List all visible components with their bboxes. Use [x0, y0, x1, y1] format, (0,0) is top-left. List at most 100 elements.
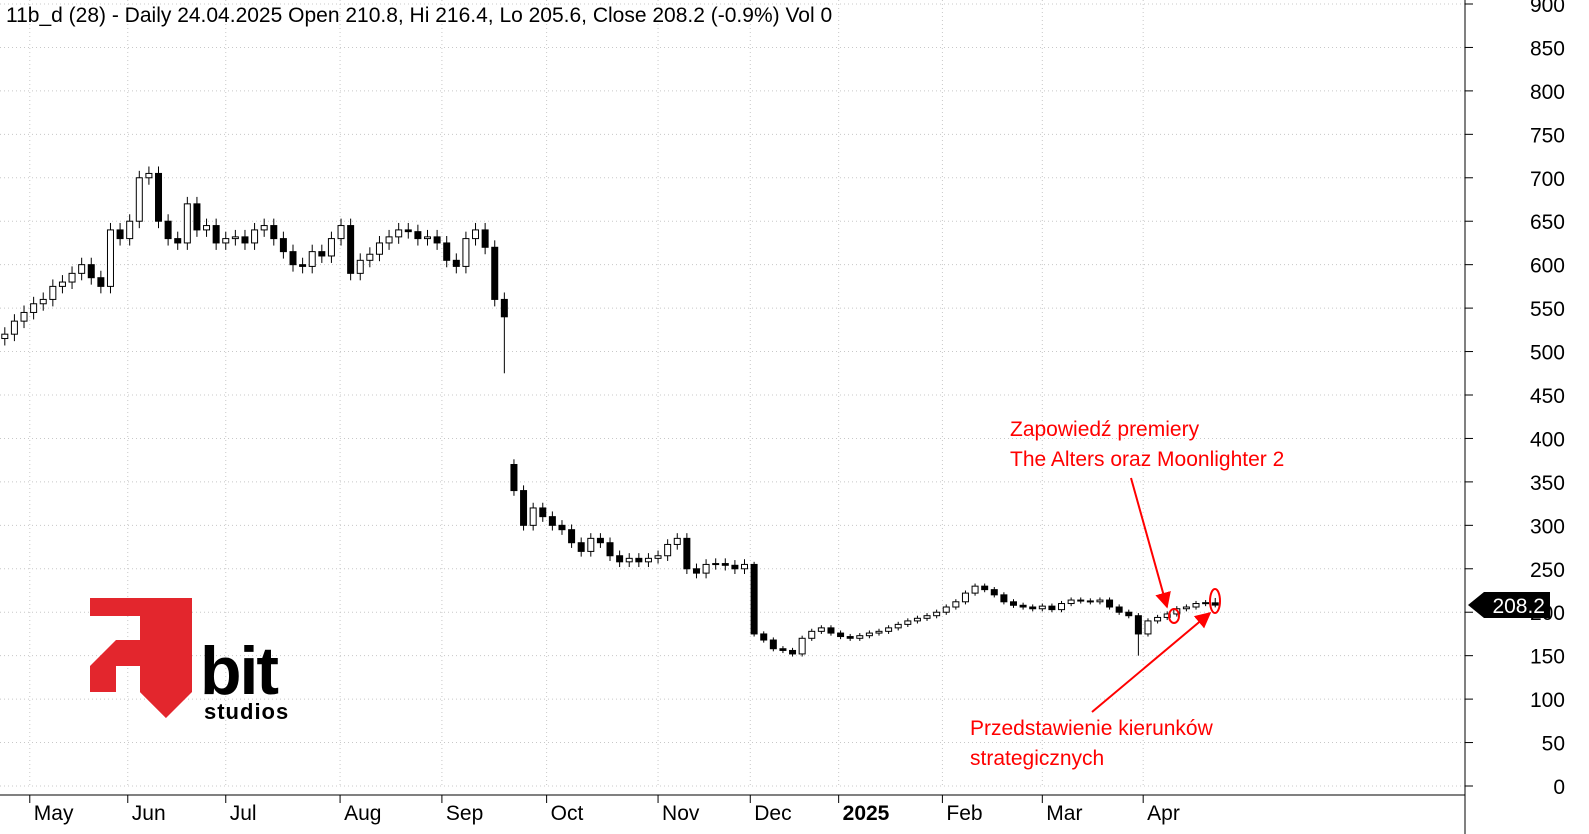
candle-body — [616, 555, 624, 563]
candle-body — [913, 617, 921, 622]
candle-body — [318, 251, 326, 257]
candle-body — [798, 637, 806, 655]
y-tick-label: 100 — [1530, 689, 1565, 712]
y-tick-label: 250 — [1530, 559, 1565, 582]
candle-body — [58, 281, 66, 287]
candle-body — [49, 285, 57, 300]
candle-body — [827, 627, 835, 634]
y-tick-label: 900 — [1530, 0, 1565, 17]
y-tick-label: 350 — [1530, 472, 1565, 495]
candle-body — [241, 236, 249, 244]
candle-body — [1125, 611, 1133, 617]
candle-body — [327, 238, 335, 257]
y-tick-label: 650 — [1530, 211, 1565, 234]
x-tick-label: Mar — [1046, 802, 1082, 825]
x-tick-label: Jun — [132, 802, 166, 825]
candle-body — [904, 620, 912, 625]
candle-body — [39, 298, 47, 305]
candle-body — [673, 537, 681, 545]
logo-word: bit — [200, 633, 278, 709]
y-tick-label: 400 — [1530, 428, 1565, 451]
candle-body — [923, 615, 931, 619]
y-tick-label: 600 — [1530, 255, 1565, 278]
candle-body — [164, 220, 172, 240]
candle-body — [1, 333, 9, 340]
candle-body — [1106, 599, 1114, 608]
candle-body — [1163, 613, 1171, 618]
candle-body — [347, 225, 355, 274]
candle-body — [308, 251, 316, 267]
candle-body — [520, 490, 528, 526]
candle-body — [193, 203, 201, 231]
candle-body — [760, 633, 768, 641]
candle-body — [1192, 603, 1200, 608]
candle-body — [97, 277, 105, 287]
candle-body — [510, 464, 518, 492]
candle-body — [106, 229, 114, 287]
candle-body — [961, 592, 969, 603]
candle-body — [856, 635, 864, 639]
candle-body — [846, 636, 854, 639]
candle-body — [10, 320, 18, 335]
candle-body — [1086, 600, 1094, 603]
candle-body — [491, 246, 499, 300]
candle-body — [606, 542, 614, 557]
candle-body — [1019, 604, 1027, 608]
annotation: strategicznych — [970, 747, 1104, 770]
candle-body — [1144, 620, 1152, 635]
candle-body — [1154, 616, 1162, 622]
candle-body — [1067, 599, 1075, 605]
grid — [0, 0, 1465, 787]
x-tick-label: 2025 — [843, 802, 890, 825]
candle-body — [337, 225, 345, 240]
x-tick-label: Feb — [946, 802, 982, 825]
candle-body — [712, 563, 720, 566]
candle-body — [654, 555, 662, 559]
y-tick-label: 750 — [1530, 124, 1565, 147]
candle-body — [981, 585, 989, 591]
candle-body — [750, 563, 758, 635]
candle-body — [568, 529, 576, 544]
x-tick-label: Jul — [230, 802, 257, 825]
x-tick-label: Oct — [551, 802, 584, 825]
candle-body — [837, 632, 845, 638]
y-tick-label: 450 — [1530, 385, 1565, 408]
candle-body — [299, 264, 307, 267]
price-tag — [1468, 592, 1550, 618]
candle-body — [472, 229, 480, 240]
candle-body — [452, 259, 460, 267]
x-tick-label: Dec — [754, 802, 791, 825]
candle-body — [885, 627, 893, 632]
candle-body — [933, 611, 941, 617]
candle-body — [990, 589, 998, 596]
candle-body — [1048, 605, 1056, 611]
candle-body — [145, 172, 153, 179]
candle-body — [68, 272, 76, 283]
candle-body — [1000, 594, 1008, 603]
y-tick-label: 150 — [1530, 646, 1565, 669]
x-tick-label: May — [34, 802, 74, 825]
candle-body — [30, 303, 38, 313]
candle-body — [548, 516, 556, 526]
candles — [1, 166, 1219, 657]
candle-body — [1096, 599, 1104, 603]
candle-body — [1077, 599, 1085, 602]
x-tick-label: Apr — [1147, 802, 1180, 825]
chart-title: 11b_d (28) - Daily 24.04.2025 Open 210.8… — [6, 4, 832, 27]
candle-body — [587, 537, 595, 552]
candle-body — [702, 563, 710, 574]
candle-body — [769, 639, 777, 650]
candle-body — [183, 203, 191, 244]
candle-body — [596, 537, 604, 544]
candle-body — [558, 524, 566, 531]
candle-body — [683, 537, 691, 570]
x-tick-label: Nov — [662, 802, 700, 825]
candle-body — [865, 632, 873, 637]
y-tick-label: 800 — [1530, 81, 1565, 104]
candle-body — [817, 627, 825, 632]
candle-body — [231, 236, 239, 240]
candle-body — [404, 229, 412, 233]
candle-body — [423, 236, 431, 240]
candle-body — [644, 557, 652, 563]
